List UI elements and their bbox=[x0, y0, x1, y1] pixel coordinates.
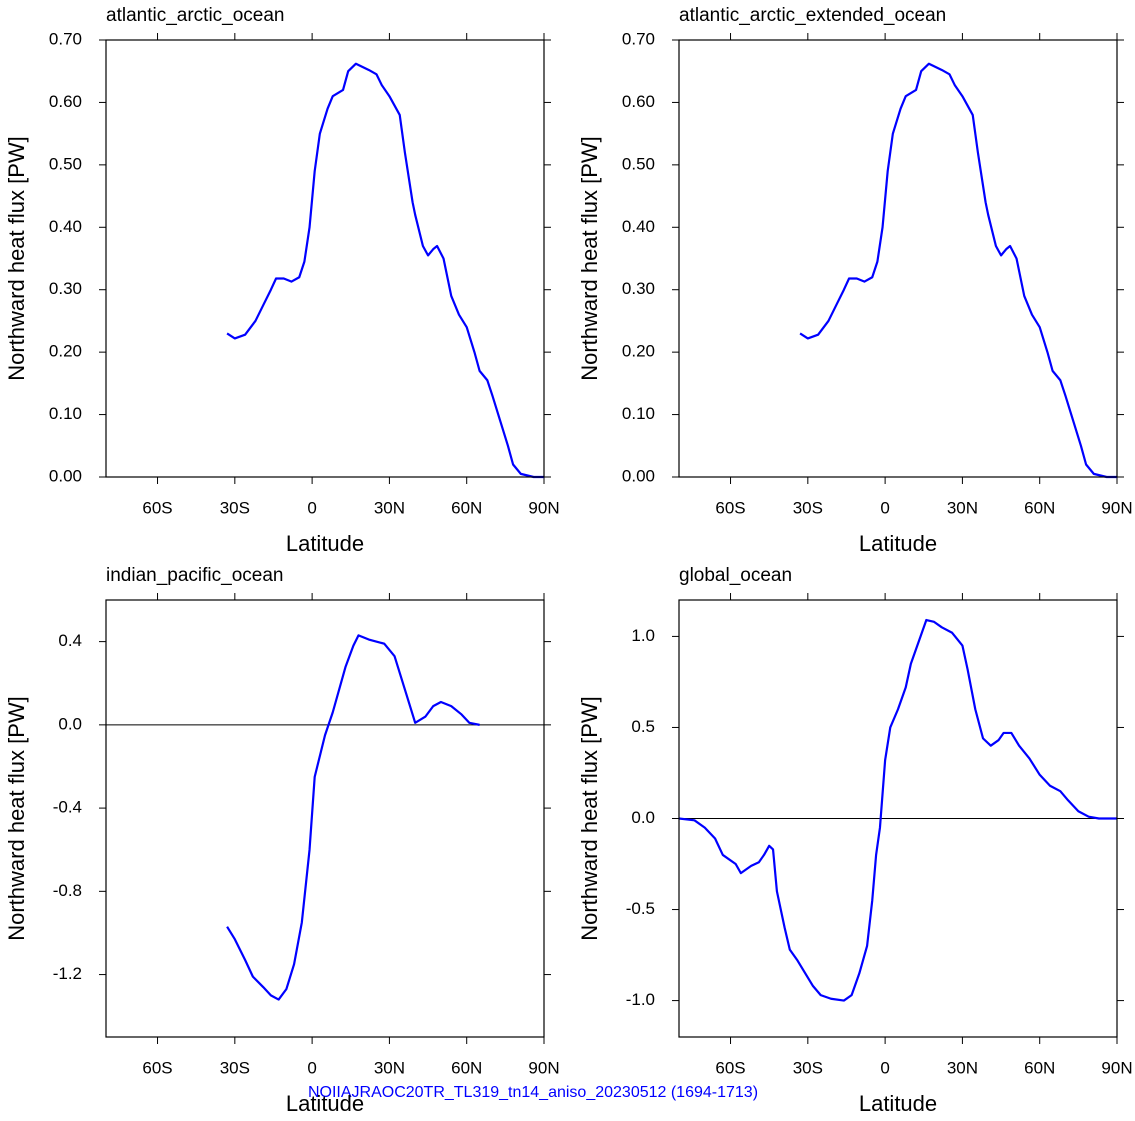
x-tick-label: 30S bbox=[220, 1058, 250, 1077]
y-tick-label: 0.10 bbox=[622, 404, 655, 423]
y-axis-label: Northward heat flux [PW] bbox=[577, 696, 602, 941]
y-tick-label: -1.0 bbox=[626, 990, 655, 1009]
x-tick-label: 30S bbox=[793, 1058, 823, 1077]
x-tick-label: 60N bbox=[1024, 498, 1055, 517]
y-tick-label: 0.30 bbox=[622, 279, 655, 298]
panel-title: atlantic_arctic_ocean bbox=[106, 5, 285, 26]
panel-title: indian_pacific_ocean bbox=[106, 565, 283, 586]
x-tick-label: 90N bbox=[528, 1058, 559, 1077]
x-tick-label: 30N bbox=[374, 498, 405, 517]
y-tick-label: 0.20 bbox=[622, 342, 655, 361]
x-tick-label: 30N bbox=[374, 1058, 405, 1077]
y-axis-label: Northward heat flux [PW] bbox=[577, 136, 602, 381]
y-tick-label: -0.5 bbox=[626, 899, 655, 918]
x-tick-label: 60N bbox=[1024, 1058, 1055, 1077]
x-tick-label: 90N bbox=[528, 498, 559, 517]
y-tick-label: -0.8 bbox=[53, 881, 82, 900]
y-tick-label: 0.20 bbox=[49, 342, 82, 361]
x-tick-label: 30N bbox=[947, 1058, 978, 1077]
x-tick-label: 0 bbox=[307, 498, 316, 517]
plot-frame bbox=[678, 599, 1118, 1038]
y-tick-label: -0.4 bbox=[53, 798, 82, 817]
panel: indian_pacific_ocean Latitude Northward he… bbox=[4, 565, 560, 1116]
y-tick-label: 0.0 bbox=[58, 714, 82, 733]
plot-frame bbox=[105, 599, 545, 1038]
y-tick-label: 0.00 bbox=[622, 466, 655, 485]
x-tick-label: 60N bbox=[451, 1058, 482, 1077]
y-axis-label: Northward heat flux [PW] bbox=[4, 136, 29, 381]
data-line bbox=[226, 634, 480, 1001]
plot-frame bbox=[105, 39, 545, 478]
panel: atlantic_arctic_ocean Latitude Northward h… bbox=[4, 5, 560, 556]
y-tick-label: 0.4 bbox=[58, 631, 82, 650]
data-line bbox=[678, 618, 1117, 1002]
y-tick-label: 0.40 bbox=[49, 217, 82, 236]
y-tick-label: 0.30 bbox=[49, 279, 82, 298]
y-tick-label: 0.70 bbox=[49, 29, 82, 48]
y-tick-label: 0.40 bbox=[622, 217, 655, 236]
x-tick-label: 0 bbox=[880, 498, 889, 517]
data-line bbox=[226, 62, 544, 479]
panel-title: global_ocean bbox=[679, 565, 792, 586]
x-tick-label: 30S bbox=[220, 498, 250, 517]
y-tick-label: 0.5 bbox=[631, 717, 655, 736]
y-tick-label: 0.10 bbox=[49, 404, 82, 423]
x-tick-label: 60S bbox=[142, 1058, 172, 1077]
y-tick-label: 1.0 bbox=[631, 626, 655, 645]
x-tick-label: 60S bbox=[142, 498, 172, 517]
x-axis-label: Latitude bbox=[859, 531, 937, 556]
x-tick-label: 90N bbox=[1101, 498, 1132, 517]
x-axis-label: Latitude bbox=[286, 1091, 364, 1116]
x-tick-label: 0 bbox=[880, 1058, 889, 1077]
x-tick-label: 30S bbox=[793, 498, 823, 517]
y-tick-label: -1.2 bbox=[53, 964, 82, 983]
caption: NOIIAJRAOC20TR_TL319_tn14_aniso_20230512… bbox=[308, 1084, 758, 1101]
x-axis-label: Latitude bbox=[859, 1091, 937, 1116]
y-tick-label: 0.50 bbox=[49, 154, 82, 173]
x-tick-label: 60N bbox=[451, 498, 482, 517]
y-tick-label: 0.70 bbox=[622, 29, 655, 48]
y-tick-label: 0.00 bbox=[49, 466, 82, 485]
panel: atlantic_arctic_extended_ocean Latitude No… bbox=[577, 5, 1133, 556]
data-line bbox=[799, 62, 1117, 479]
y-tick-label: 0.60 bbox=[622, 92, 655, 111]
x-tick-label: 30N bbox=[947, 498, 978, 517]
plot-frame bbox=[678, 39, 1118, 478]
y-axis-label: Northward heat flux [PW] bbox=[4, 696, 29, 941]
panel: global_ocean Latitude Northward heat flux … bbox=[577, 565, 1133, 1116]
x-tick-label: 0 bbox=[307, 1058, 316, 1077]
x-axis-label: Latitude bbox=[286, 531, 364, 556]
y-tick-label: 0.50 bbox=[622, 154, 655, 173]
x-tick-label: 60S bbox=[715, 498, 745, 517]
x-tick-label: 60S bbox=[715, 1058, 745, 1077]
x-tick-label: 90N bbox=[1101, 1058, 1132, 1077]
panel-title: atlantic_arctic_extended_ocean bbox=[679, 5, 946, 26]
y-tick-label: 0.60 bbox=[49, 92, 82, 111]
y-tick-label: 0.0 bbox=[631, 808, 655, 827]
